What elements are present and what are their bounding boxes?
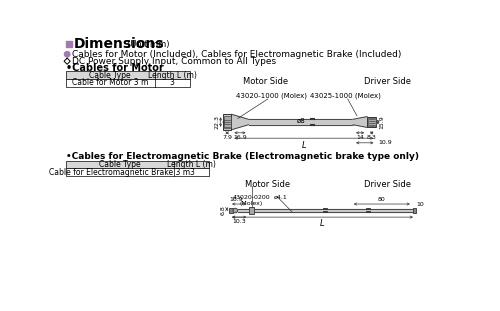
- Polygon shape: [248, 119, 353, 125]
- Text: 8.3: 8.3: [367, 135, 376, 140]
- Text: 15.9: 15.9: [380, 115, 384, 129]
- Text: 43025-1000 (Molex): 43025-1000 (Molex): [310, 92, 381, 99]
- Polygon shape: [232, 114, 248, 130]
- Bar: [224, 116, 230, 128]
- Text: 16.9: 16.9: [229, 197, 243, 202]
- Circle shape: [233, 208, 237, 213]
- Circle shape: [64, 52, 70, 57]
- Text: L: L: [320, 220, 325, 228]
- Text: L: L: [302, 141, 306, 150]
- Bar: [229, 208, 233, 213]
- Text: 7.9: 7.9: [222, 135, 232, 140]
- Text: Cable Type: Cable Type: [99, 160, 140, 169]
- Text: (Unit mm): (Unit mm): [127, 40, 170, 49]
- Text: •Cables for Motor: •Cables for Motor: [66, 63, 164, 73]
- Text: 3: 3: [189, 168, 194, 177]
- Bar: [368, 118, 376, 126]
- Text: DC Power Supply Input, Common to All Types: DC Power Supply Input, Common to All Typ…: [72, 57, 276, 66]
- Polygon shape: [238, 209, 250, 212]
- Text: 3: 3: [170, 78, 174, 87]
- Text: Motor Side: Motor Side: [246, 180, 290, 189]
- Bar: [223, 114, 232, 130]
- Text: ø4.1: ø4.1: [274, 194, 287, 199]
- Text: 16.5: 16.5: [226, 116, 230, 128]
- Bar: [66, 160, 209, 168]
- Polygon shape: [254, 209, 413, 212]
- Text: Cable for Motor 3 m: Cable for Motor 3 m: [72, 78, 148, 87]
- Bar: [66, 71, 190, 79]
- Text: Length L (m): Length L (m): [167, 160, 216, 169]
- Bar: [413, 208, 416, 213]
- Text: 10.9: 10.9: [378, 140, 392, 145]
- Text: 16.9: 16.9: [233, 135, 247, 140]
- Text: Dimensions: Dimensions: [74, 37, 164, 51]
- Text: 6.8: 6.8: [220, 206, 225, 216]
- Bar: [66, 41, 72, 47]
- Polygon shape: [353, 117, 367, 128]
- Text: 22.3: 22.3: [214, 115, 219, 129]
- Text: Cables for Motor (Included), Cables for Electromagnetic Brake (Included): Cables for Motor (Included), Cables for …: [72, 50, 401, 59]
- Text: Cable Type: Cable Type: [90, 71, 131, 80]
- Bar: [66, 79, 190, 86]
- Text: 80: 80: [378, 197, 386, 202]
- Text: 43020-1000 (Molex): 43020-1000 (Molex): [236, 92, 307, 99]
- Text: •Cables for Electromagnetic Brake (Electromagnetic brake type only): •Cables for Electromagnetic Brake (Elect…: [66, 152, 418, 161]
- Text: Cable for Electromagnetic Brake 3 m: Cable for Electromagnetic Brake 3 m: [50, 168, 190, 177]
- Text: Motor Side: Motor Side: [243, 77, 288, 86]
- Text: Driver Side: Driver Side: [364, 180, 412, 189]
- Text: 43020-0200
(Molex): 43020-0200 (Molex): [233, 195, 270, 206]
- Text: Length L (m): Length L (m): [148, 71, 196, 80]
- Text: ø8: ø8: [296, 118, 305, 124]
- Text: Driver Side: Driver Side: [364, 77, 412, 86]
- Bar: [66, 168, 209, 176]
- Text: 10: 10: [416, 202, 424, 207]
- Bar: [250, 207, 254, 214]
- Text: 14: 14: [356, 135, 364, 140]
- Bar: [367, 117, 376, 128]
- Text: 10.3: 10.3: [232, 220, 246, 225]
